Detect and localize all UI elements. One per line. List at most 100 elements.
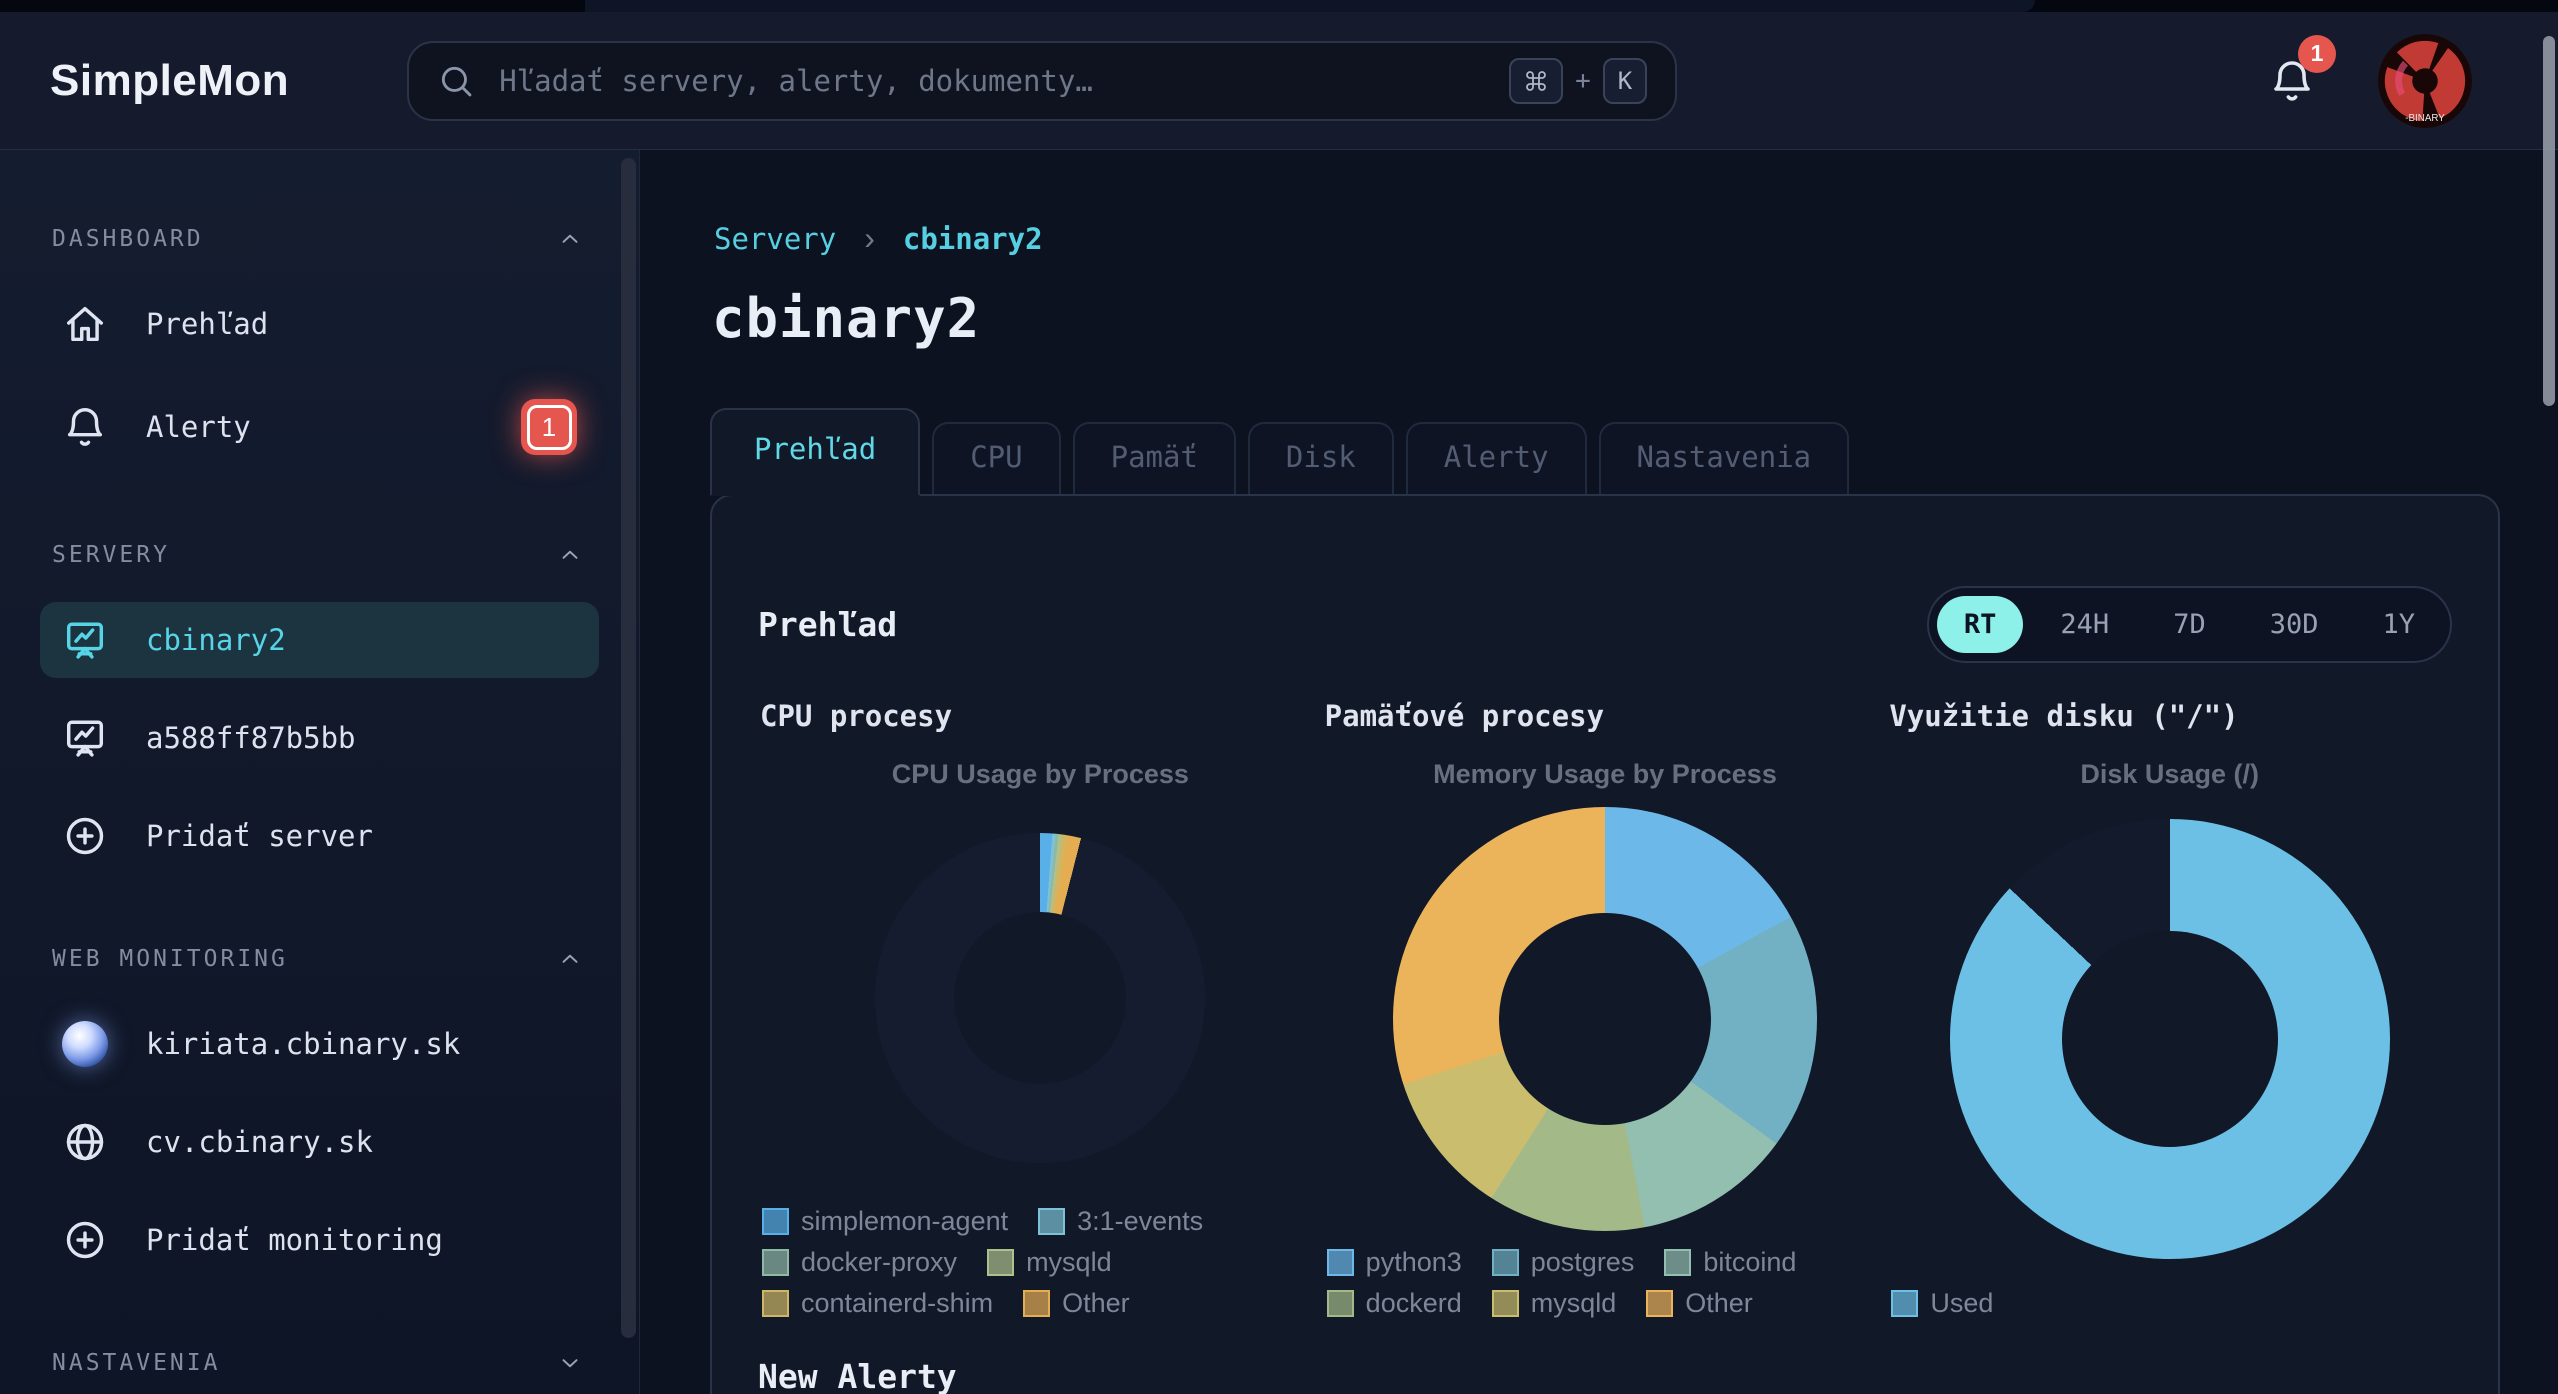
server-tabs: Prehľad CPU Pamäť Disk Alerty Nastavenia xyxy=(710,408,2500,496)
search-icon xyxy=(437,62,475,100)
legend-item-containerd-shim[interactable]: containerd-shim xyxy=(762,1288,993,1319)
range-24h[interactable]: 24H xyxy=(2060,609,2110,640)
shortcut-plus: + xyxy=(1575,65,1591,96)
charts-row: CPU procesy CPU Usage by Process simplemon… xyxy=(758,687,2452,1319)
global-search-input[interactable]: Hľadať servery, alerty, dokumenty… + K xyxy=(407,40,1678,121)
legend-swatch xyxy=(1491,1290,1519,1317)
panel-header: Prehľad RT 24H 7D 30D 1Y xyxy=(758,496,2452,663)
sidebar-section-nastavenia: NASTAVENIA xyxy=(52,1350,583,1376)
user-avatar[interactable]: -BINARY xyxy=(2378,33,2472,128)
chevron-up-icon[interactable] xyxy=(557,226,583,252)
page-scrollbar[interactable] xyxy=(2543,36,2555,406)
tab-alerty[interactable]: Alerty xyxy=(1405,422,1587,494)
sidebar-section-label: SERVERY xyxy=(52,542,170,568)
sidebar-item-alerty[interactable]: Alerty 1 xyxy=(40,384,599,470)
breadcrumb: Servery › cbinary2 xyxy=(714,220,2500,257)
sidebar-item-label: Pridať monitoring xyxy=(146,1223,443,1257)
legend-label: docker-proxy xyxy=(801,1247,958,1277)
sidebar-section-label: DASHBOARD xyxy=(52,226,204,252)
overview-panel: Prehľad RT 24H 7D 30D 1Y CPU procesy CPU Usag… xyxy=(710,494,2500,1394)
legend-item-postgres[interactable]: postgres xyxy=(1491,1247,1634,1278)
chart-column-disk-usage: Využitie disku ("/") Disk Usage (/) Used xyxy=(1887,687,2452,1319)
main-content: Servery › cbinary2 cbinary2 Prehľad CPU Pa… xyxy=(640,150,2558,1394)
chevron-down-icon[interactable] xyxy=(557,1350,583,1376)
search-shortcut: + K xyxy=(1509,57,1648,104)
legend-swatch xyxy=(1646,1290,1674,1317)
chart-column-memory-usage-by-process: Pamäťové procesy Memory Usage by Process p… xyxy=(1323,687,1888,1319)
legend-item-dockerd[interactable]: dockerd xyxy=(1326,1288,1462,1319)
sidebar-section-dashboard: DASHBOARD xyxy=(52,226,583,252)
bell-icon xyxy=(2268,57,2316,105)
header-actions: 1 -BINARY xyxy=(2268,33,2508,128)
legend-label: dockerd xyxy=(1365,1288,1462,1318)
bell-icon xyxy=(62,404,108,450)
legend-label: containerd-shim xyxy=(801,1288,994,1318)
legend-swatch xyxy=(987,1249,1015,1276)
legend-swatch xyxy=(1038,1208,1066,1235)
range-30d[interactable]: 30D xyxy=(2269,609,2319,640)
sidebar-item-prida-server[interactable]: Pridať server xyxy=(40,798,599,874)
page-title: cbinary2 xyxy=(712,287,981,350)
tab-nastavenia[interactable]: Nastavenia xyxy=(1598,422,1850,494)
legend-item-used[interactable]: Used xyxy=(1891,1288,1993,1319)
earth-favicon xyxy=(62,1021,108,1067)
legend-item-python3[interactable]: python3 xyxy=(1326,1247,1462,1278)
legend-swatch xyxy=(1891,1290,1919,1317)
sidebar-scrollbar[interactable] xyxy=(621,158,636,1338)
donut-chart-disk-usage[interactable] xyxy=(1949,819,2390,1259)
chart-title: CPU Usage by Process xyxy=(891,759,1189,789)
tab-pam[interactable]: Pamäť xyxy=(1072,422,1236,494)
panel-heading: Prehľad xyxy=(758,605,898,644)
chart-title: Memory Usage by Process xyxy=(1433,759,1777,789)
legend-item-mysqld[interactable]: mysqld xyxy=(1491,1288,1616,1319)
sidebar-item-prida-monitoring[interactable]: Pridať monitoring xyxy=(40,1202,599,1278)
legend-item-mysqld[interactable]: mysqld xyxy=(987,1247,1112,1278)
chart-section-label: Pamäťové procesy xyxy=(1324,699,1605,733)
legend-swatch xyxy=(1491,1249,1519,1276)
breadcrumb-servery-link[interactable]: Servery xyxy=(714,221,837,256)
legend-label: mysqld xyxy=(1026,1247,1112,1277)
sidebar-item-label: Pridať server xyxy=(146,819,373,853)
legend-item-simplemon-agent[interactable]: simplemon-agent xyxy=(762,1206,1008,1237)
app-logo: SimpleMon xyxy=(50,55,290,105)
chart-title: Disk Usage (/) xyxy=(2080,759,2259,789)
svg-text:-BINARY: -BINARY xyxy=(2405,113,2445,124)
donut-chart-cpu-usage-by-process[interactable] xyxy=(875,833,1206,1163)
sidebar-item-kiriata-cbinary-sk[interactable]: kiriata.cbinary.sk xyxy=(40,1006,599,1082)
range-7d[interactable]: 7D xyxy=(2173,609,2206,640)
sidebar-item-cv-cbinary-sk[interactable]: cv.cbinary.sk xyxy=(40,1104,599,1180)
sidebar-item-label: cbinary2 xyxy=(146,623,286,657)
plus-circle-icon xyxy=(62,1217,108,1263)
tab-preh-ad[interactable]: Prehľad xyxy=(710,408,921,496)
range-1y[interactable]: 1Y xyxy=(2382,609,2415,640)
browser-top-strip xyxy=(0,0,2558,12)
app-header: SimpleMon Hľadať servery, alerty, dokume… xyxy=(0,12,2558,150)
legend-item-other[interactable]: Other xyxy=(1646,1288,1753,1319)
tab-cpu[interactable]: CPU xyxy=(932,422,1061,494)
chevron-up-icon[interactable] xyxy=(557,542,583,568)
legend-item-bitcoind[interactable]: bitcoind xyxy=(1664,1247,1796,1278)
legend-item-docker-proxy[interactable]: docker-proxy xyxy=(762,1247,957,1278)
sidebar-item-cbinary2[interactable]: cbinary2 xyxy=(40,602,599,678)
legend-item-3-1-events[interactable]: 3:1-events xyxy=(1038,1206,1203,1237)
sidebar-item-preh-ad[interactable]: Prehľad xyxy=(40,286,599,362)
alerts-heading: New Alerty xyxy=(758,1357,957,1394)
sidebar-item-a588ff87b5bb[interactable]: a588ff87b5bb xyxy=(40,700,599,776)
sidebar-section-label: WEB MONITORING xyxy=(52,946,288,972)
legend-swatch xyxy=(762,1208,789,1235)
home-icon xyxy=(62,301,108,347)
sidebar-section-web-monitoring: WEB MONITORING xyxy=(52,946,583,972)
plus-circle-icon xyxy=(62,813,108,859)
sidebar-item-label: Alerty xyxy=(146,410,251,444)
notifications-button[interactable]: 1 xyxy=(2268,34,2336,105)
chevron-up-icon[interactable] xyxy=(557,946,583,972)
chart-legend: python3 postgres bitcoind dockerd mysqld Othe… xyxy=(1323,1247,1888,1319)
legend-item-other[interactable]: Other xyxy=(1023,1288,1130,1319)
command-key xyxy=(1509,57,1564,104)
donut-chart-memory-usage-by-process[interactable] xyxy=(1393,806,1817,1231)
sidebar-item-label: a588ff87b5bb xyxy=(146,721,356,755)
range-rt[interactable]: RT xyxy=(1936,596,2024,653)
legend-label: 3:1-events xyxy=(1077,1206,1204,1236)
tab-disk[interactable]: Disk xyxy=(1247,422,1394,494)
legend-label: Other xyxy=(1062,1288,1130,1318)
